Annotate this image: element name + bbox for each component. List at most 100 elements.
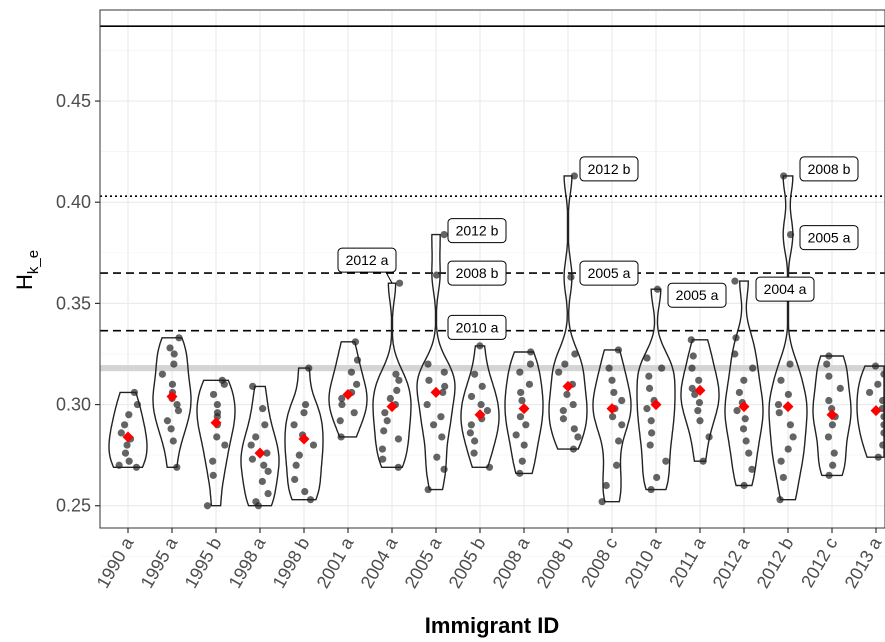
mean-markers [122, 380, 882, 459]
data-point [336, 417, 344, 425]
data-point [350, 409, 358, 417]
data-point [555, 368, 563, 376]
data-point [259, 405, 267, 413]
y-axis-title-sub: k_e [25, 250, 42, 274]
y-axis-title-main: H [12, 274, 37, 290]
data-point [512, 431, 520, 439]
annotation-box [799, 156, 859, 182]
data-point [705, 433, 713, 441]
x-tick-label: 2008 c [577, 534, 621, 591]
x-axis-title: Immigrant ID [425, 613, 559, 638]
grid-lines [100, 10, 885, 557]
data-point [158, 370, 166, 378]
data-point [432, 271, 441, 279]
data-point [258, 477, 266, 486]
data-point [602, 481, 610, 490]
data-point [394, 435, 403, 443]
data-point [574, 433, 582, 441]
mean-marker [738, 401, 750, 413]
data-point [653, 473, 661, 482]
data-point [733, 407, 741, 415]
mean-marker [122, 431, 134, 443]
data-point [828, 421, 837, 429]
data-point [695, 376, 703, 384]
violin-2008-b [548, 175, 588, 450]
data-point [261, 421, 269, 429]
data-point [247, 441, 255, 449]
data-point [213, 400, 221, 409]
data-point [306, 496, 315, 504]
mean-marker [474, 409, 486, 421]
data-point [471, 370, 479, 378]
data-point [741, 415, 749, 423]
data-points [115, 172, 885, 510]
data-point [691, 390, 699, 399]
data-point [874, 453, 882, 461]
data-point [395, 376, 403, 384]
data-point [301, 400, 310, 409]
data-point [203, 502, 212, 510]
data-point [117, 429, 125, 437]
data-point [433, 453, 441, 461]
data-point [440, 231, 448, 239]
data-point [735, 388, 743, 397]
x-tick-label: 2008 a [489, 533, 534, 592]
data-point [120, 421, 129, 429]
data-point [338, 400, 346, 409]
mean-marker [210, 417, 222, 429]
data-point [784, 445, 792, 453]
data-point [305, 364, 313, 372]
data-point [438, 433, 446, 441]
data-point [291, 475, 299, 484]
annotation-box [667, 282, 727, 308]
annotation-label: 2012 b [588, 161, 631, 177]
data-point [248, 455, 257, 463]
y-tick-label: 0.40 [56, 192, 91, 212]
data-point [658, 364, 666, 372]
mean-marker [694, 384, 706, 396]
data-point [209, 390, 218, 399]
x-tick-label: 1990 a [93, 533, 138, 592]
data-point [739, 425, 748, 433]
violin-2010-a [636, 288, 676, 491]
data-point [605, 364, 613, 372]
x-tick-label: 1995 a [137, 533, 182, 592]
x-tick-label: 2012 a [709, 533, 754, 592]
violin-2012-c [812, 355, 852, 477]
data-point [425, 376, 433, 384]
x-tick-label: 2012 c [797, 534, 841, 591]
data-point [871, 362, 880, 370]
data-point [383, 417, 391, 425]
y-axis-title: Hk_e [12, 250, 42, 290]
x-tick-label: 1998 a [225, 533, 270, 592]
reference-band-rect [100, 365, 885, 372]
data-point [561, 360, 569, 368]
data-point [264, 467, 272, 475]
data-point [880, 370, 885, 378]
data-point [132, 463, 141, 471]
data-point [614, 346, 623, 354]
mean-marker [166, 390, 178, 402]
annotation-label: 2012 b [456, 223, 499, 239]
data-point [777, 376, 785, 384]
data-point [653, 285, 662, 293]
data-point [260, 461, 268, 469]
data-point [786, 231, 795, 239]
data-point [823, 360, 831, 368]
data-point [395, 279, 404, 287]
data-point [470, 449, 478, 457]
data-point [520, 441, 528, 449]
annotation-label: 2005 a [588, 265, 631, 281]
x-tick-label: 2012 b [753, 534, 798, 592]
annotation-box [447, 314, 507, 340]
data-point [789, 433, 797, 441]
data-point [478, 382, 486, 390]
y-tick-label: 0.25 [56, 496, 91, 516]
data-point [836, 384, 844, 392]
data-point [485, 463, 494, 471]
data-point [517, 388, 525, 397]
y-tick-label: 0.45 [56, 91, 91, 111]
data-point [559, 415, 568, 423]
data-point [133, 400, 142, 409]
data-point [559, 407, 567, 415]
